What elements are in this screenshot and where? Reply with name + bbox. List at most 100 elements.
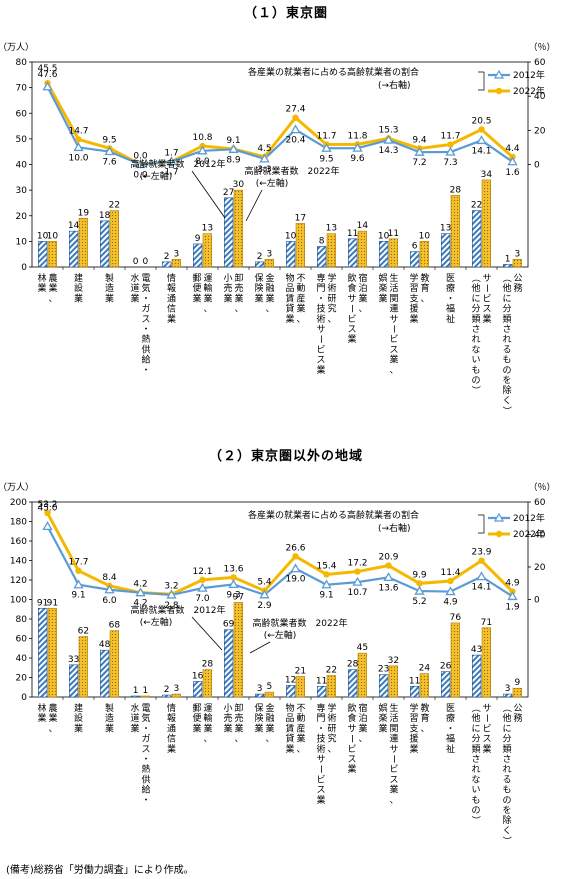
svg-text:研: 研: [327, 723, 336, 734]
label-2022: 14.7: [68, 126, 88, 136]
svg-text:売: 売: [223, 712, 232, 724]
bar-2022-value: 10: [47, 231, 59, 241]
marker-2012: [228, 143, 239, 153]
svg-text:援: 援: [409, 303, 418, 315]
left-tick-label: 0: [21, 693, 27, 703]
svg-text:研: 研: [327, 293, 336, 304]
bar-2022: [512, 259, 522, 268]
svg-text:信: 信: [167, 303, 176, 315]
line-2012: [46, 86, 514, 166]
svg-text:ビ: ビ: [316, 344, 325, 355]
svg-text:設: 設: [74, 712, 83, 724]
bar-2012: [193, 681, 203, 698]
bar-2012-value: 16: [192, 671, 204, 681]
legend-bracket: [478, 71, 485, 91]
annotation-2012-axis: (←左軸): [140, 170, 173, 182]
svg-text:・: ・: [446, 294, 455, 304]
svg-text:の: の: [502, 796, 511, 806]
bar-2022-value: 76: [450, 613, 462, 623]
svg-text:業: 業: [378, 722, 387, 734]
bar-2022-value: 3: [173, 684, 179, 694]
svg-text:る: る: [502, 774, 511, 785]
bar-2012-value: 26: [440, 662, 452, 672]
svg-text:気: 気: [141, 712, 150, 724]
svg-text:療: 療: [446, 712, 455, 724]
marker-2022: [292, 553, 299, 560]
category-label: 宿泊業、: [358, 702, 367, 745]
right-tick-label: 0: [534, 161, 540, 171]
bar-2022: [295, 223, 305, 268]
marker-2012: [383, 134, 394, 144]
svg-text:（: （: [501, 273, 512, 282]
source-note: (備考)総務省「労働力調査」により作成。: [6, 865, 194, 876]
bar-2012: [348, 238, 358, 268]
svg-text:業: 業: [74, 722, 83, 734]
svg-text:、: 、: [296, 315, 305, 325]
svg-text:学: 学: [327, 272, 336, 284]
bar-2022-value: 5: [266, 682, 272, 692]
svg-text:い: い: [471, 356, 480, 366]
bar-2012-value: 8: [319, 237, 325, 247]
category-label: 製造業: [105, 272, 114, 304]
label-2022: 1.7: [164, 149, 178, 159]
svg-text:サ: サ: [389, 744, 398, 755]
label-2022: 13.6: [223, 564, 243, 574]
category-label: 保険業: [254, 702, 263, 734]
svg-text:生: 生: [389, 272, 398, 284]
svg-text:技: 技: [316, 733, 325, 745]
svg-text:険: 険: [254, 713, 263, 724]
label-2012: 19.0: [285, 575, 305, 585]
label-2012: 20.4: [285, 136, 305, 146]
svg-text:通: 通: [167, 723, 176, 734]
svg-text:保: 保: [254, 702, 263, 714]
svg-text:食: 食: [347, 282, 356, 294]
svg-text:給: 給: [141, 354, 150, 366]
svg-text:サ: サ: [347, 293, 356, 304]
marker-2012: [290, 563, 301, 573]
svg-text:ス: ス: [316, 786, 325, 796]
svg-text:サ: サ: [389, 314, 398, 325]
svg-text:造: 造: [105, 712, 114, 724]
bar-2012-value: 2: [164, 252, 170, 262]
label-2012: 7.2: [412, 158, 426, 168]
svg-text:も: も: [502, 785, 511, 796]
bar-2022: [202, 669, 212, 698]
svg-text:教: 教: [420, 272, 429, 284]
bar-2022-value: 71: [481, 618, 492, 628]
svg-text:、: 、: [389, 366, 398, 376]
category-label: 農業、: [48, 702, 57, 734]
legend-axis-note: (→右軸): [378, 79, 411, 91]
marker-2012: [228, 579, 239, 589]
svg-text:業: 業: [48, 712, 57, 724]
svg-text:ビ: ビ: [482, 723, 491, 734]
marker-2012: [383, 572, 394, 582]
svg-text:産: 産: [296, 292, 305, 304]
svg-text:ガ: ガ: [141, 734, 150, 745]
bar-2022: [233, 189, 243, 268]
svg-text:の: の: [502, 366, 511, 376]
svg-text:な: な: [471, 344, 480, 355]
bar-2012-value: 9: [195, 234, 201, 244]
left-tick-label: 120: [10, 576, 27, 586]
svg-text:、: 、: [48, 294, 57, 304]
label-2012: 7.3: [443, 158, 457, 168]
bar-2022-value: 21: [295, 667, 306, 677]
svg-text:）: ）: [501, 406, 512, 415]
legend-label-2022: 2022年: [513, 85, 545, 97]
svg-text:く: く: [502, 396, 511, 406]
svg-text:連: 連: [389, 733, 398, 745]
svg-text:を: を: [502, 375, 511, 386]
svg-text:（: （: [501, 703, 512, 712]
category-label: 医療・福祉: [446, 273, 455, 325]
svg-text:ス: ス: [482, 305, 491, 315]
svg-text:福: 福: [446, 303, 455, 315]
label-2022: 15.4: [316, 561, 336, 571]
bar-2012: [441, 233, 451, 268]
marker-2012: [259, 589, 270, 599]
